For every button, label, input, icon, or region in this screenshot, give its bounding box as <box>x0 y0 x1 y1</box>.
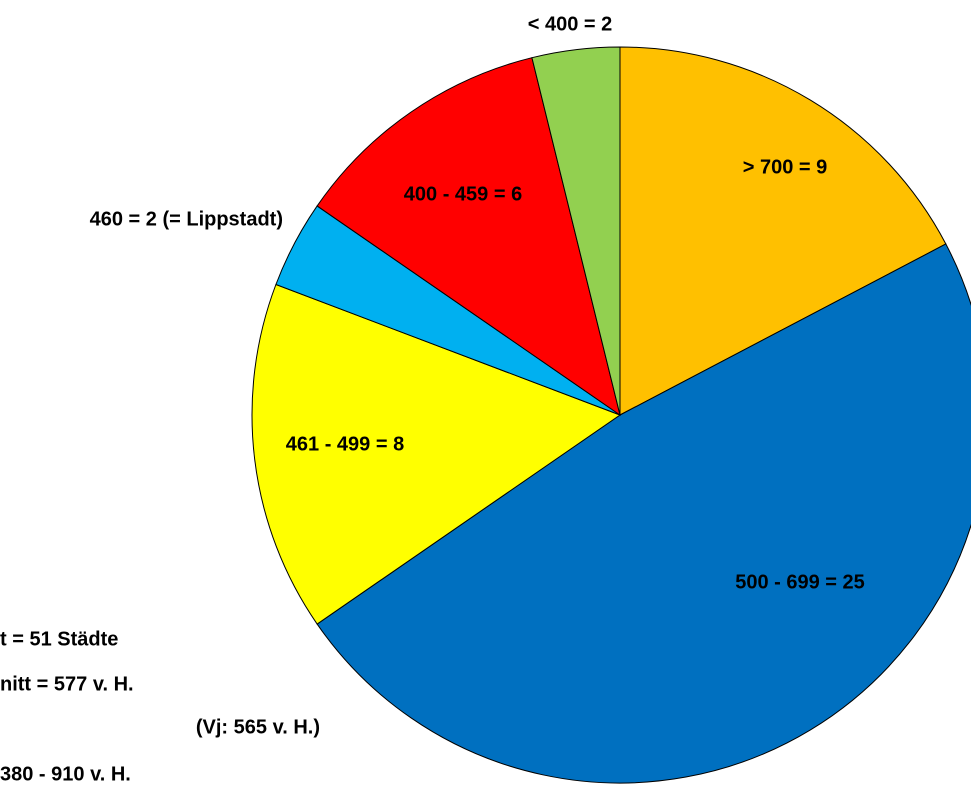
pie-slice <box>316 243 971 784</box>
annotation: 380 - 910 v. H. <box>0 763 131 785</box>
pie-slice <box>251 283 622 625</box>
slice-label: 460 = 2 (= Lippstadt) <box>90 208 283 230</box>
annotation: (Vj: 565 v. H.) <box>196 716 320 738</box>
slice-label: > 700 = 9 <box>743 156 828 178</box>
slice-label: 400 - 459 = 6 <box>404 183 522 205</box>
pie-slice <box>619 46 947 416</box>
annotation: t = 51 Städte <box>0 628 118 650</box>
slice-label: 461 - 499 = 8 <box>286 433 404 455</box>
slice-label: 500 - 699 = 25 <box>735 571 865 593</box>
pie-slice <box>531 46 621 416</box>
annotation: nitt = 577 v. H. <box>0 673 134 695</box>
slice-label: < 400 = 2 <box>528 13 613 35</box>
pie-slice <box>316 57 621 417</box>
